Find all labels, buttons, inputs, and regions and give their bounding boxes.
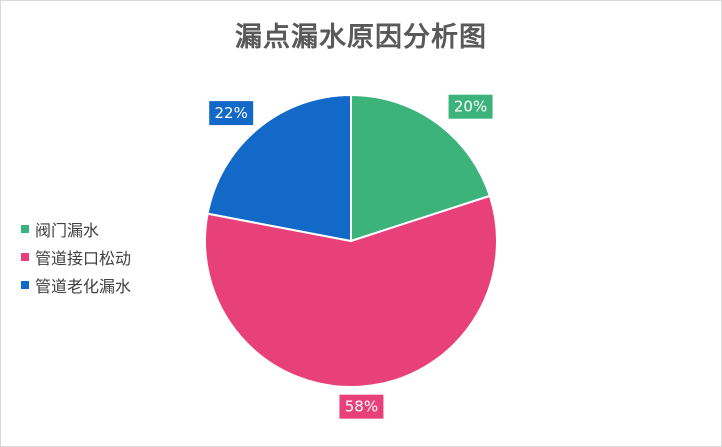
data-label-text: 58% — [345, 398, 378, 416]
legend-label: 阀门漏水 — [35, 221, 100, 240]
legend-item-1: 阀门漏水 — [21, 215, 131, 243]
chart-legend: 阀门漏水管道接口松动 管道老化漏水 — [21, 215, 131, 299]
data-label-text: 22% — [215, 104, 248, 122]
data-label-text: 20% — [454, 98, 487, 116]
data-label-box — [339, 394, 384, 419]
pie-slice-1 — [350, 93, 492, 243]
legend-swatch — [21, 225, 29, 233]
legend-label: 管道接口松动 — [35, 249, 132, 268]
data-label-2: 58% — [339, 394, 384, 419]
legend-label: 管道老化漏水 — [35, 277, 132, 296]
chart-title: 漏点漏水原因分析图 — [235, 22, 487, 53]
legend-item-2: 管道接口松动 — [21, 243, 131, 271]
data-label-box — [209, 101, 254, 126]
pie-slice-2 — [204, 194, 498, 388]
legend-swatch — [21, 281, 29, 289]
pie-slice-3 — [206, 93, 352, 243]
legend-item-3: 管道老化漏水 — [21, 271, 131, 299]
data-label-3: 22% — [209, 101, 254, 126]
data-label-box — [448, 94, 493, 119]
data-label-1: 20% — [448, 94, 493, 119]
legend-swatch — [21, 253, 29, 261]
